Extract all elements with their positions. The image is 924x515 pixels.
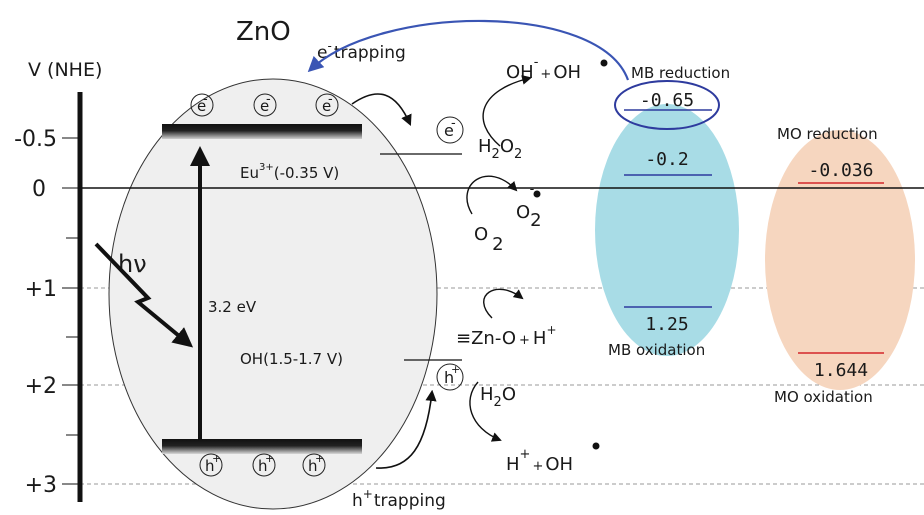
hole-3: h + <box>302 452 326 477</box>
mb-ellipse <box>595 104 739 356</box>
electron-2: e - <box>253 92 277 117</box>
h2o-label: H2O <box>480 384 516 410</box>
svg-text:e: e <box>260 97 269 115</box>
mb-level-value-3: 1.25 <box>645 314 688 335</box>
mb-level-value-1: -0.65 <box>640 90 694 111</box>
zno-label: ZnO <box>236 17 291 47</box>
potential-axis: V (NHE) -0.5 0 +1 +2 +3 <box>14 59 102 502</box>
zn-o-arrow <box>483 288 524 319</box>
h2o2-label: H2O2 <box>478 136 522 162</box>
svg-text:e: e <box>444 121 454 140</box>
mo-level-value-2: 1.644 <box>814 360 868 381</box>
hole-2: h + <box>252 452 276 477</box>
svg-text:+: + <box>315 452 324 465</box>
zno-ellipse <box>108 78 438 510</box>
oh-radical-dot-2 <box>592 442 600 450</box>
cb-to-eu-arrow <box>351 93 412 127</box>
conduction-band <box>162 124 362 139</box>
tick-label-0: 0 <box>32 177 46 202</box>
electron-3: e - <box>315 92 339 117</box>
band-gap-label: 3.2 eV <box>208 298 257 316</box>
vb-to-trap-arrow <box>375 389 437 469</box>
svg-text:h: h <box>444 368 454 387</box>
svg-text:+: + <box>451 363 460 376</box>
svg-text:-: - <box>328 92 333 107</box>
mo-level-value-1: -0.036 <box>808 160 873 181</box>
tick-label-minus05: -0.5 <box>14 127 57 152</box>
mo-reduction-label: MO reduction <box>777 125 878 143</box>
mb-highlight-ellipse <box>614 80 720 130</box>
svg-text:e: e <box>197 97 206 115</box>
tick-label-plus3: +3 <box>25 473 57 498</box>
photon-arrow <box>94 242 194 348</box>
superoxide-dot <box>533 190 541 198</box>
mo-ellipse <box>765 130 915 390</box>
svg-text:h: h <box>258 457 268 475</box>
mo-oxidation-label: MO oxidation <box>774 388 873 406</box>
tick-label-plus2: +2 <box>25 374 57 399</box>
svg-text:-: - <box>451 116 456 131</box>
oh-products: OH-+ OH <box>506 55 581 83</box>
h-trapping-label: h+trapping <box>352 487 446 511</box>
svg-text:+: + <box>265 452 274 465</box>
mb-level-value-2: -0.2 <box>645 149 688 170</box>
mb-oxidation-label: MB oxidation <box>608 341 705 359</box>
e-trapping-arrow <box>307 19 630 81</box>
superoxide-label: O2- <box>516 182 542 231</box>
svg-text:h: h <box>308 457 318 475</box>
valence-band <box>162 439 362 454</box>
h-oh-products: H++ OH <box>506 447 573 475</box>
h2o-arrow <box>469 381 502 442</box>
trapped-electron: e - <box>436 116 464 144</box>
svg-text:-: - <box>266 92 271 107</box>
mb-reduction-label: MB reduction <box>631 64 730 82</box>
svg-text:+: + <box>212 452 221 465</box>
oh-level-label: OH(1.5-1.7 V) <box>240 350 343 368</box>
eu-label: Eu3+(-0.35 V) <box>240 162 339 182</box>
svg-text:e: e <box>322 97 331 115</box>
h2o2-arrow <box>482 75 532 147</box>
tick-label-plus1: +1 <box>25 277 57 302</box>
e-trapping-label: e-trapping <box>317 39 406 63</box>
trapped-hole: h + <box>436 363 464 391</box>
zn-o-label: ≡Zn-O + H+ <box>456 323 557 349</box>
svg-text:h: h <box>205 457 215 475</box>
hole-1: h + <box>199 452 223 477</box>
oh-radical-dot <box>600 59 608 67</box>
electron-1: e - <box>190 92 214 117</box>
svg-text:-: - <box>203 92 208 107</box>
o2-arrow <box>466 175 518 215</box>
axis-title: V (NHE) <box>28 59 102 81</box>
